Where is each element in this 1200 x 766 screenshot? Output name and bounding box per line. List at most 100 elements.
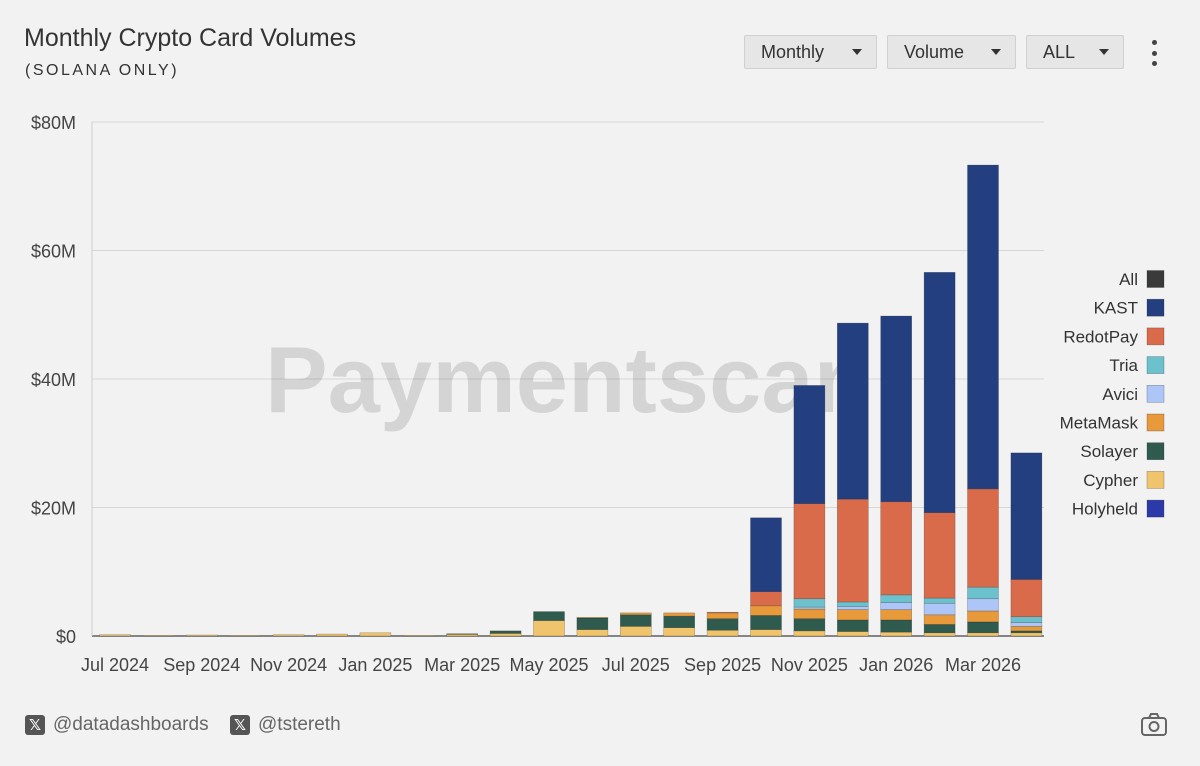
legend-label: MetaMask bbox=[1060, 414, 1139, 433]
bar-segment-cypher bbox=[359, 632, 392, 637]
bar-segment-redotpay bbox=[1010, 579, 1043, 618]
menu-dot bbox=[1151, 61, 1157, 66]
bar-segment-cypher bbox=[706, 629, 739, 637]
filter-dropdown[interactable]: ALL bbox=[1026, 35, 1124, 69]
bar-segment-tria bbox=[793, 598, 826, 608]
bar-segment-tria bbox=[880, 594, 913, 603]
bar-segment-solayer bbox=[619, 614, 652, 627]
legend-swatch bbox=[1146, 413, 1165, 432]
legend-swatch bbox=[1146, 384, 1165, 403]
y-tick-label: $40M bbox=[31, 370, 76, 390]
bar-segment-tria bbox=[923, 597, 956, 604]
camera-icon[interactable] bbox=[1140, 712, 1168, 738]
bar-segment-solayer bbox=[750, 615, 782, 630]
bar-segment-cypher bbox=[880, 631, 913, 637]
x-tick-label: Nov 2024 bbox=[250, 655, 327, 675]
x-tick-label: Mar 2025 bbox=[424, 655, 500, 675]
y-tick-label: $20M bbox=[31, 499, 76, 519]
filter-dropdown-label: ALL bbox=[1043, 41, 1076, 62]
bar-segment-metamask bbox=[750, 605, 782, 616]
bar-segment-solayer bbox=[836, 619, 869, 632]
footer-handle-2[interactable]: 𝕏 @tstereth bbox=[230, 712, 341, 738]
bar-segment-cypher bbox=[316, 633, 348, 637]
bar-segment-solayer bbox=[967, 621, 999, 634]
bar-segment-kast bbox=[923, 272, 956, 513]
x-tick-label: Jan 2025 bbox=[338, 655, 412, 675]
bar-segment-cypher bbox=[1010, 632, 1043, 637]
bar-segment-cypher bbox=[142, 635, 175, 637]
bar-segment-metamask bbox=[663, 612, 696, 617]
bar-segment-cypher bbox=[402, 635, 435, 637]
bar-segment-cypher bbox=[489, 633, 522, 637]
footer-handle-1-text: @datadashboards bbox=[53, 714, 209, 735]
bar-segment-solayer bbox=[446, 633, 479, 635]
bar-segment-solayer bbox=[533, 611, 565, 621]
legend-label: Avici bbox=[1102, 385, 1138, 404]
footer-handle-2-text: @tstereth bbox=[258, 714, 341, 735]
bar-segment-cypher bbox=[99, 634, 131, 637]
bar-segment-metamask bbox=[880, 609, 913, 621]
bar-segment-cypher bbox=[272, 634, 305, 637]
chart-title: Monthly Crypto Card Volumes bbox=[24, 24, 357, 52]
bar-segment-cypher bbox=[533, 620, 565, 637]
bar-segment-cypher bbox=[576, 629, 609, 637]
bar-segment-cypher bbox=[186, 634, 218, 637]
bar-segment-avici bbox=[793, 606, 826, 610]
bar-segment-kast bbox=[836, 322, 869, 500]
bar-segment-redotpay bbox=[706, 611, 739, 614]
chevron-down-icon bbox=[991, 49, 1001, 55]
legend-label: KAST bbox=[1094, 299, 1138, 318]
bar-segment-metamask bbox=[923, 614, 956, 625]
bar-segment-metamask bbox=[967, 610, 999, 623]
bar-segment-solayer bbox=[489, 630, 522, 634]
x-tick-label: Nov 2025 bbox=[771, 655, 848, 675]
legend-label: Tria bbox=[1109, 356, 1138, 375]
watermark: Paymentscan bbox=[265, 327, 871, 432]
bar-segment-solayer bbox=[880, 619, 913, 633]
bar-segment-tria bbox=[967, 586, 999, 600]
bar-segment-redotpay bbox=[750, 591, 782, 607]
x-tick-label: Jul 2024 bbox=[81, 655, 149, 675]
bar-segment-solayer bbox=[923, 624, 956, 634]
x-tick-label: Sep 2024 bbox=[163, 655, 240, 675]
y-tick-label: $0 bbox=[56, 627, 76, 647]
bar-segment-metamask bbox=[576, 617, 609, 619]
legend-label: RedotPay bbox=[1063, 327, 1138, 346]
bar-segment-cypher bbox=[663, 627, 696, 637]
metric-dropdown-label: Volume bbox=[904, 41, 965, 62]
x-tick-label: Sep 2025 bbox=[684, 655, 761, 675]
bar-segment-redotpay bbox=[967, 488, 999, 588]
menu-dot bbox=[1151, 50, 1157, 56]
legend-label: All bbox=[1119, 270, 1138, 289]
legend-swatch bbox=[1146, 499, 1165, 518]
bar-segment-solayer bbox=[663, 615, 696, 628]
bar-segment-redotpay bbox=[836, 498, 869, 603]
bar-segment-kast bbox=[967, 164, 999, 490]
legend-label: Solayer bbox=[1080, 442, 1138, 461]
menu-dot bbox=[1151, 40, 1157, 45]
period-dropdown[interactable]: Monthly bbox=[744, 35, 877, 69]
bar-segment-metamask bbox=[836, 609, 869, 621]
legend-swatch bbox=[1146, 298, 1165, 317]
legend-swatch bbox=[1146, 471, 1165, 489]
x-tick-label: Jul 2025 bbox=[602, 655, 670, 675]
bar-segment-solayer bbox=[793, 618, 826, 632]
bar-segment-metamask bbox=[706, 612, 739, 619]
bar-segment-redotpay bbox=[793, 503, 826, 600]
chevron-down-icon bbox=[1099, 49, 1109, 55]
legend-swatch bbox=[1146, 270, 1165, 288]
y-tick-label: $80M bbox=[31, 113, 76, 133]
metric-dropdown[interactable]: Volume bbox=[887, 35, 1016, 69]
y-tick-label: $60M bbox=[31, 242, 76, 262]
bar-segment-kast bbox=[750, 517, 782, 592]
period-dropdown-label: Monthly bbox=[761, 41, 825, 62]
bar-segment-metamask bbox=[619, 612, 652, 616]
bar-segment-kast bbox=[1010, 452, 1043, 580]
stacked-bar-chart: $0 $20M $40M $60M $80M Paymentscan Jul 2024 Sep… bbox=[31, 113, 1165, 675]
bar-segment-cypher bbox=[836, 631, 869, 637]
more-options-icon[interactable] bbox=[1146, 40, 1162, 66]
bar-segment-tria bbox=[1010, 616, 1043, 623]
footer-handle-1[interactable]: 𝕏 @datadashboards bbox=[25, 712, 209, 738]
bar-segment-cypher bbox=[793, 630, 826, 637]
bar-segment-redotpay bbox=[880, 501, 913, 596]
